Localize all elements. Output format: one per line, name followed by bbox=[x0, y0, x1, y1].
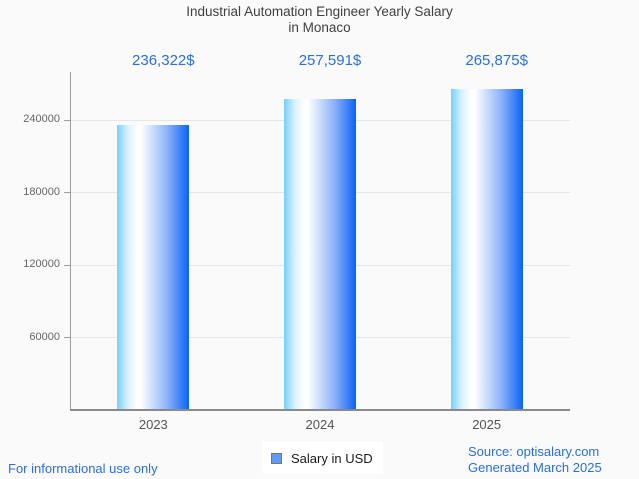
disclaimer-note: For informational use only bbox=[8, 461, 158, 476]
chart-title-line2: in Monaco bbox=[288, 20, 351, 35]
bar-value-label-2025: 265,875$ bbox=[465, 52, 528, 69]
x-axis-line bbox=[70, 409, 570, 411]
y-axis-tick bbox=[64, 119, 70, 121]
y-axis-tick bbox=[64, 264, 70, 266]
legend-label: Salary in USD bbox=[291, 450, 373, 466]
x-axis-label-2024: 2024 bbox=[305, 417, 335, 432]
y-axis-label: 60000 bbox=[29, 330, 60, 343]
source-link[interactable]: Source: optisalary.com bbox=[468, 444, 600, 459]
bar-2024[interactable] bbox=[284, 99, 356, 410]
bar-value-label-2023: 236,322$ bbox=[132, 52, 195, 69]
y-axis-tick bbox=[64, 337, 70, 339]
y-axis-tick bbox=[64, 192, 70, 194]
chart-title-line1: Industrial Automation Engineer Yearly Sa… bbox=[186, 4, 453, 19]
x-axis-label-2023: 2023 bbox=[138, 417, 168, 432]
x-axis-label-2025: 2025 bbox=[472, 417, 502, 432]
generated-date: Generated March 2025 bbox=[468, 460, 602, 475]
bar-value-label-2024: 257,591$ bbox=[298, 52, 362, 69]
source-attribution: Source: optisalary.com Generated March 2… bbox=[468, 444, 602, 476]
legend: Salary in USD bbox=[263, 442, 383, 474]
bar-2023[interactable] bbox=[117, 124, 190, 410]
legend-marker-icon bbox=[271, 452, 282, 464]
chart-title: Industrial Automation Engineer Yearly Sa… bbox=[0, 4, 639, 36]
y-axis-label: 180000 bbox=[23, 185, 60, 198]
y-axis-label: 240000 bbox=[23, 113, 60, 126]
y-axis-label: 120000 bbox=[23, 258, 60, 271]
bar-2025[interactable] bbox=[450, 89, 523, 410]
y-axis-line bbox=[70, 72, 71, 410]
